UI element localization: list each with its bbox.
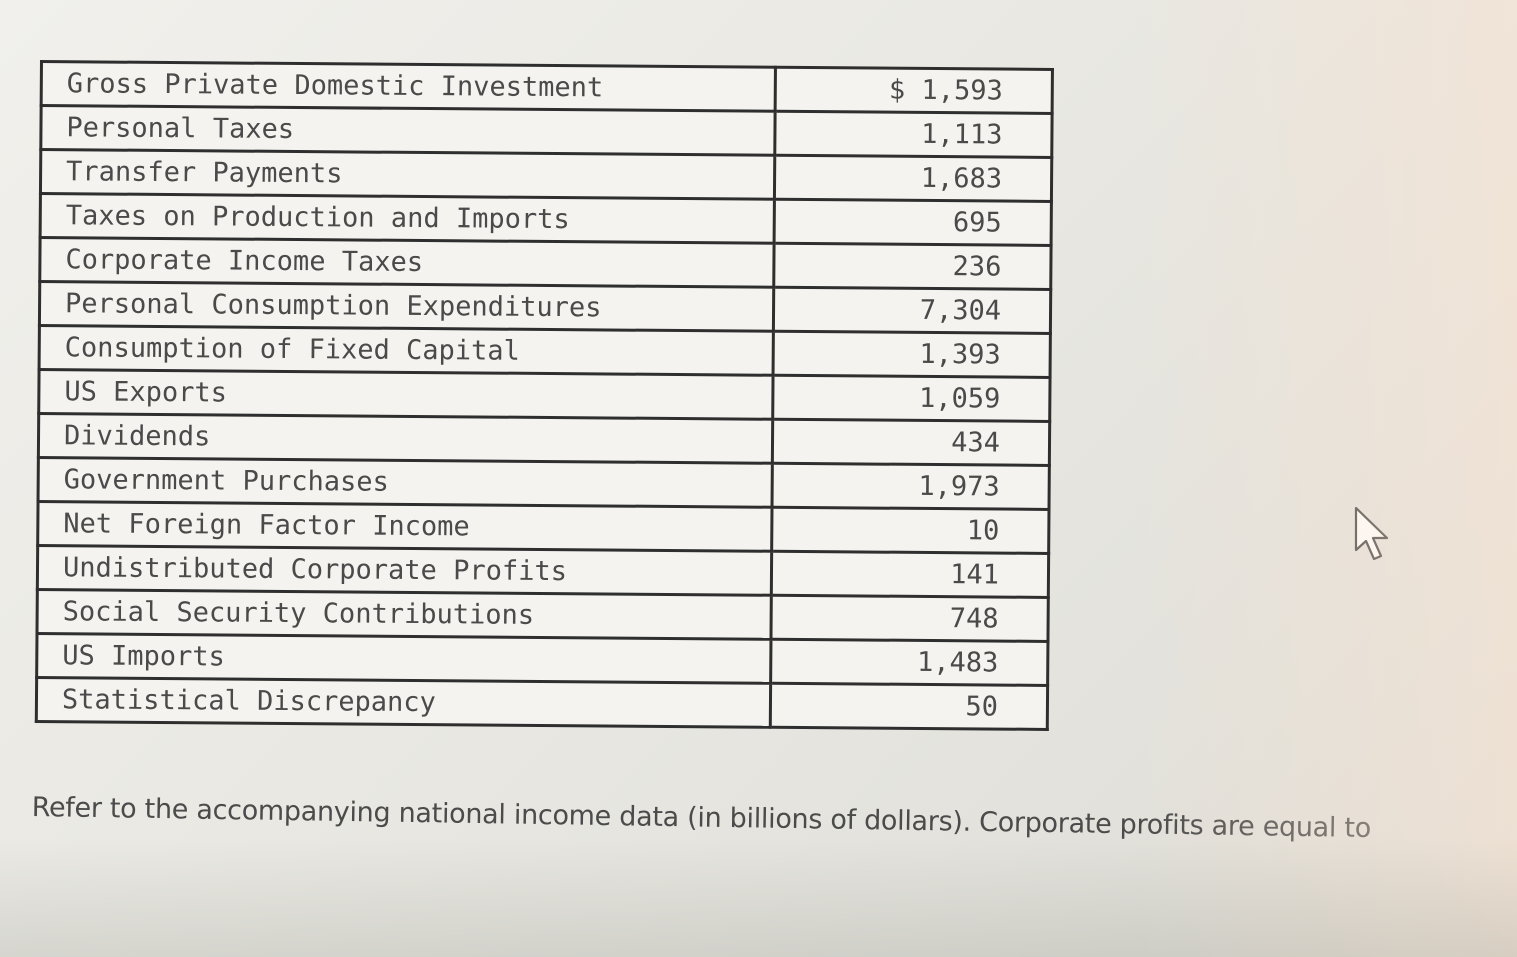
- row-label: Corporate Income Taxes: [39, 237, 774, 288]
- table-row: Consumption of Fixed Capital 1,393: [39, 325, 1051, 378]
- row-label: Transfer Payments: [40, 149, 775, 200]
- table-row: Statistical Discrepancy 50: [36, 677, 1048, 730]
- row-value: 1,393: [772, 331, 1051, 378]
- row-label: Undistributed Corporate Profits: [37, 545, 772, 596]
- row-value: 141: [770, 551, 1049, 598]
- table-row: US Imports 1,483: [36, 633, 1048, 686]
- row-label: US Imports: [36, 633, 771, 684]
- row-value: 1,973: [771, 463, 1050, 510]
- row-value: 1,113: [774, 111, 1053, 158]
- row-label: Statistical Discrepancy: [36, 677, 771, 728]
- row-value: 434: [771, 419, 1050, 466]
- row-value: 10: [771, 507, 1050, 554]
- row-value: 1,059: [772, 375, 1051, 422]
- row-value: 1,683: [774, 155, 1052, 202]
- question-text: Refer to the accompanying national incom…: [31, 792, 1372, 845]
- row-value: 695: [773, 199, 1052, 246]
- row-label: Consumption of Fixed Capital: [39, 325, 773, 376]
- row-value: 7,304: [772, 287, 1051, 334]
- row-value: 236: [773, 243, 1052, 290]
- table-row: US Exports 1,059: [38, 369, 1051, 422]
- row-value: $ 1,593: [774, 67, 1053, 114]
- table-row: Personal Taxes 1,113: [40, 105, 1053, 158]
- table-row: Net Foreign Factor Income 10: [37, 501, 1050, 554]
- mouse-pointer-icon: [1354, 506, 1389, 561]
- row-label: Government Purchases: [38, 457, 772, 508]
- row-label: Taxes on Production and Imports: [40, 193, 775, 244]
- row-label: US Exports: [38, 369, 773, 420]
- table-row: Transfer Payments 1,683: [40, 149, 1052, 202]
- table-row: Gross Private Domestic Investment $ 1,59…: [41, 61, 1053, 114]
- table-row: Social Security Contributions 748: [36, 589, 1049, 642]
- row-label: Gross Private Domestic Investment: [41, 61, 776, 112]
- bottom-shade: [0, 837, 1517, 957]
- row-value: 50: [769, 683, 1048, 730]
- row-value: 748: [770, 595, 1049, 642]
- table-row: Dividends 434: [38, 413, 1050, 466]
- table-row: Corporate Income Taxes 236: [39, 237, 1052, 290]
- row-value: 1,483: [770, 639, 1048, 686]
- table-row: Undistributed Corporate Profits 141: [37, 545, 1049, 598]
- table-row: Government Purchases 1,973: [38, 457, 1050, 510]
- row-label: Social Security Contributions: [36, 589, 771, 640]
- row-label: Personal Taxes: [40, 105, 775, 156]
- national-income-table: Gross Private Domestic Investment $ 1,59…: [34, 60, 1054, 731]
- row-label: Dividends: [38, 413, 773, 464]
- row-label: Net Foreign Factor Income: [37, 501, 772, 552]
- row-label: Personal Consumption Expenditures: [39, 281, 774, 332]
- table-row: Taxes on Production and Imports 695: [40, 193, 1052, 246]
- table-row: Personal Consumption Expenditures 7,304: [39, 281, 1051, 334]
